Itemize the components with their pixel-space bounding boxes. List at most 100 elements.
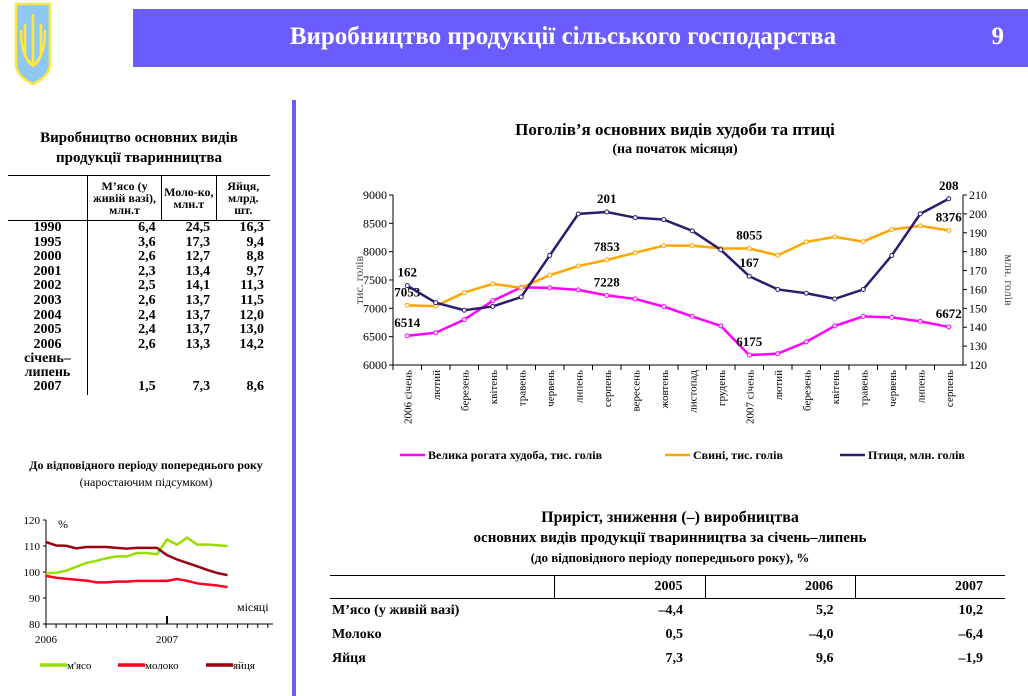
x-tick-label: квітень bbox=[830, 370, 842, 404]
y-tick-label: 80 bbox=[29, 619, 41, 631]
data-point bbox=[433, 330, 439, 336]
col-header: 2007 bbox=[855, 575, 1005, 599]
y2-tick-label: 170 bbox=[969, 264, 987, 278]
y-tick-label: 100 bbox=[24, 567, 41, 579]
x-tick-label: лютий bbox=[773, 370, 785, 400]
table-row: 2003 2,6 13,7 11,5 bbox=[8, 292, 270, 309]
table-cell: 2006 bbox=[8, 337, 88, 353]
x-tick-label: серпень bbox=[602, 370, 614, 407]
y-tick-label: 120 bbox=[24, 515, 41, 527]
data-point bbox=[775, 351, 781, 357]
table-cell: 2,6 bbox=[138, 249, 156, 265]
table-cell: 2,6 bbox=[138, 292, 156, 308]
data-label: 7228 bbox=[594, 274, 621, 289]
data-point bbox=[461, 317, 467, 323]
data-point bbox=[803, 239, 809, 245]
x-tick-label: червень bbox=[887, 370, 899, 407]
data-point bbox=[803, 290, 809, 296]
table-cell: 2,3 bbox=[138, 263, 156, 279]
table-cell: 13,4 bbox=[185, 263, 211, 279]
data-point bbox=[889, 252, 895, 258]
table-cell: січень–липень bbox=[8, 352, 88, 381]
y-axis-label: тис. голів bbox=[352, 255, 366, 304]
y2-tick-label: 140 bbox=[969, 320, 987, 334]
data-point bbox=[860, 286, 866, 292]
data-point bbox=[632, 296, 638, 302]
y-tick-label: 8500 bbox=[363, 216, 387, 230]
data-label: 7053 bbox=[394, 284, 421, 299]
table-cell: 14,2 bbox=[239, 336, 265, 352]
table-row: 2006 2,6 13,3 14,2 bbox=[8, 336, 270, 353]
main-chart-title: Поголів’я основних видів худоби та птиці… bbox=[330, 120, 1020, 158]
data-point bbox=[917, 223, 923, 229]
y-tick-label: 90 bbox=[29, 593, 41, 605]
table-cell: 3,6 bbox=[138, 234, 156, 250]
x-tick-label: липень bbox=[915, 370, 927, 403]
table-cell bbox=[216, 352, 270, 380]
y2-tick-label: 190 bbox=[969, 226, 987, 240]
table-row: 1995 3,6 17,3 9,4 bbox=[8, 234, 270, 251]
table-cell: 13,7 bbox=[185, 292, 211, 308]
table-cell: 14,1 bbox=[185, 278, 211, 294]
data-point bbox=[518, 294, 524, 300]
table-header: М’ясо (у живій вазі), млн.т Моло-ко, млн… bbox=[8, 175, 270, 221]
data-point bbox=[946, 196, 952, 202]
table-cell: 2007 bbox=[8, 380, 88, 395]
x-tick-label: травень bbox=[516, 370, 528, 406]
legend-label: молоко bbox=[145, 660, 179, 672]
table-cell: –4,4 bbox=[658, 603, 684, 618]
data-point bbox=[775, 252, 781, 258]
table-cell: 11,3 bbox=[240, 278, 264, 294]
x-tick-label: квітень bbox=[488, 370, 500, 404]
y2-tick-label: 180 bbox=[969, 245, 987, 259]
data-label: 208 bbox=[939, 178, 959, 193]
table-cell: 9,6 bbox=[816, 651, 834, 666]
table-cell: 2001 bbox=[8, 264, 88, 280]
data-point bbox=[803, 339, 809, 345]
y-tick-label: 6500 bbox=[363, 330, 387, 344]
table-cell: 1,5 bbox=[138, 379, 156, 395]
y-tick-label: 6000 bbox=[363, 358, 387, 372]
series-line-2 bbox=[406, 197, 950, 312]
table-row: Яйця 7,3 9,6 –1,9 bbox=[330, 647, 1005, 671]
data-label: 201 bbox=[597, 191, 617, 206]
table-cell: 2004 bbox=[8, 308, 88, 324]
table-cell: 9,7 bbox=[246, 263, 265, 279]
y2-tick-label: 160 bbox=[969, 282, 987, 296]
legend-label: м'ясо bbox=[67, 660, 92, 672]
data-label: 162 bbox=[398, 265, 418, 280]
data-point bbox=[832, 323, 838, 329]
x-tick-label: листопад bbox=[687, 370, 699, 413]
table-row: 1990 6,4 24,5 16,3 bbox=[8, 220, 270, 236]
livestock-chart: 6000 6500 7000 7500 8000 8500 9000 120 130 140 150… bbox=[352, 178, 1016, 462]
table-cell: 13,7 bbox=[185, 322, 211, 338]
data-point bbox=[433, 300, 439, 306]
x-tick-label: лютий bbox=[431, 370, 443, 400]
x-tick-label: червень bbox=[545, 370, 557, 407]
table-row: М’ясо (у живій вазі) –4,4 5,2 10,2 bbox=[330, 599, 1005, 624]
col-header: 2005 bbox=[554, 575, 705, 599]
table-cell: 2003 bbox=[8, 293, 88, 309]
chart-subtitle: (на початок місяця) bbox=[612, 142, 738, 157]
legend-label: Велика рогата худоба, тис. голів bbox=[428, 448, 603, 462]
x-tick-label: серпень bbox=[944, 370, 956, 407]
data-point bbox=[718, 323, 724, 329]
table-cell: 7,3 bbox=[665, 651, 684, 666]
table-cell: 2,4 bbox=[138, 307, 156, 323]
chart-title: До відповідного періоду попереднього рок… bbox=[29, 458, 263, 472]
data-point bbox=[661, 304, 667, 310]
table-cell: 2,5 bbox=[138, 278, 156, 294]
y-tick-label: 8000 bbox=[363, 245, 387, 259]
table-row: 2005 2,4 13,7 13,0 bbox=[8, 323, 270, 338]
data-point bbox=[547, 252, 553, 258]
table-cell: 8,6 bbox=[246, 379, 265, 395]
table-row: 2002 2,5 14,1 11,3 bbox=[8, 279, 270, 294]
production-table: М’ясо (у живій вазі), млн.т Моло-ко, млн… bbox=[8, 175, 270, 395]
x-tick-label: вересень bbox=[630, 370, 642, 411]
x-tick-label: грудень bbox=[716, 370, 728, 406]
table-cell: 9,4 bbox=[246, 234, 265, 250]
y2-tick-label: 200 bbox=[969, 207, 987, 221]
data-label: 6672 bbox=[936, 306, 962, 321]
table-header: 2005 2006 2007 bbox=[330, 575, 1005, 599]
y-axis-label: % bbox=[58, 517, 68, 531]
